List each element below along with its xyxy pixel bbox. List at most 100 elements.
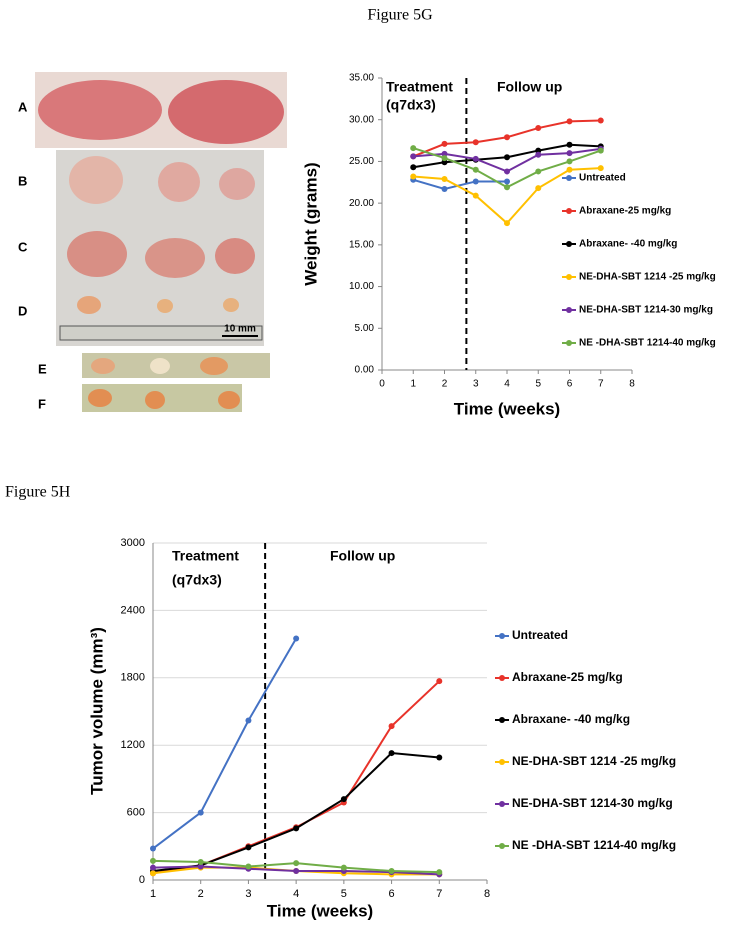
tumor <box>145 391 165 409</box>
data-point <box>197 863 204 870</box>
data-point <box>150 845 156 852</box>
series-line <box>413 167 601 225</box>
tumor <box>91 358 115 374</box>
panel-label: A <box>18 99 28 114</box>
tumor <box>158 162 200 202</box>
annotation: (q7dx3) <box>172 572 222 588</box>
legend-label: Untreated <box>512 628 568 642</box>
x-tick-label: 8 <box>629 379 635 390</box>
series-line <box>412 178 507 190</box>
data-point <box>410 164 417 171</box>
data-point <box>472 178 479 185</box>
data-point <box>566 150 573 157</box>
legend-label: Abraxane-25 mg/kg <box>579 206 671 217</box>
data-point <box>410 153 417 160</box>
data-point <box>472 155 479 162</box>
x-tick-label: 0 <box>379 379 385 390</box>
x-tick-label: 4 <box>293 888 299 900</box>
x-tick-label: 3 <box>245 888 251 900</box>
data-point <box>504 184 510 191</box>
panel-label: C <box>18 239 28 254</box>
legend-label: NE-DHA-SBT 1214-30 mg/kg <box>579 305 713 316</box>
y-axis-label: Tumor volume (mm³) <box>87 627 106 795</box>
data-point <box>597 165 604 172</box>
legend-marker <box>499 759 505 765</box>
data-point <box>340 796 347 803</box>
data-point <box>472 192 479 199</box>
data-point <box>388 750 395 757</box>
data-point <box>340 864 347 871</box>
caption: Figure 5G <box>367 7 433 24</box>
y-tick-label: 2400 <box>121 604 145 616</box>
x-tick-label: 5 <box>535 379 541 390</box>
caption: Figure 5H <box>5 484 71 501</box>
data-point <box>535 125 542 132</box>
tumor <box>145 238 205 278</box>
data-point <box>197 809 204 816</box>
scale-label: 10 mm <box>224 324 256 335</box>
data-point <box>441 185 448 192</box>
x-tick-label: 2 <box>442 379 448 390</box>
tumor <box>150 358 170 374</box>
data-point <box>410 145 417 152</box>
x-axis-label: Time (weeks) <box>454 399 560 418</box>
annotation: Follow up <box>330 548 395 564</box>
series-line <box>152 680 440 875</box>
y-tick-label: 3000 <box>121 537 145 549</box>
annotation: Treatment <box>386 79 453 95</box>
x-tick-label: 6 <box>567 379 573 390</box>
tumor <box>69 156 123 204</box>
tumor <box>168 80 284 144</box>
data-point <box>535 147 542 154</box>
legend-label: Abraxane- -40 mg/kg <box>579 239 677 250</box>
series-line <box>152 637 298 850</box>
data-point <box>441 175 448 182</box>
legend-label: Abraxane-25 mg/kg <box>512 670 623 684</box>
legend-label: NE-DHA-SBT 1214 -25 mg/kg <box>579 272 716 283</box>
x-tick-label: 1 <box>410 379 416 390</box>
tumor <box>88 389 112 407</box>
data-point <box>535 168 542 175</box>
tumor <box>67 231 127 277</box>
legend-marker <box>499 675 505 681</box>
data-point <box>245 863 252 870</box>
y-tick-label: 20.00 <box>349 198 374 209</box>
legend-marker <box>566 274 572 280</box>
data-point <box>436 678 443 685</box>
data-point <box>597 147 604 154</box>
legend-label: NE -DHA-SBT 1214-40 mg/kg <box>579 338 716 349</box>
legend-label: NE-DHA-SBT 1214 -25 mg/kg <box>512 754 676 768</box>
x-tick-label: 7 <box>598 379 604 390</box>
annotation: Treatment <box>172 548 239 564</box>
data-point <box>472 139 479 146</box>
data-point <box>566 158 573 165</box>
data-point <box>441 150 448 157</box>
data-point <box>293 825 300 832</box>
y-tick-label: 35.00 <box>349 73 374 84</box>
data-point <box>441 159 448 166</box>
panel-label: D <box>18 303 27 318</box>
y-tick-label: 15.00 <box>349 239 374 250</box>
x-tick-label: 2 <box>198 888 204 900</box>
legend-label: NE-DHA-SBT 1214-30 mg/kg <box>512 796 673 810</box>
y-tick-label: 0.00 <box>355 365 375 376</box>
tumor <box>77 296 101 314</box>
tumor <box>200 357 228 375</box>
series-line <box>152 752 440 873</box>
legend-marker <box>499 717 505 723</box>
data-point <box>535 151 542 158</box>
legend-marker <box>499 843 505 849</box>
legend-marker <box>566 340 572 346</box>
legend-marker <box>566 208 572 214</box>
y-tick-label: 0 <box>139 874 145 886</box>
x-tick-label: 7 <box>436 888 442 900</box>
legend-label: Untreated <box>579 173 626 184</box>
data-point <box>436 869 443 876</box>
tumor <box>38 80 162 140</box>
data-point <box>504 220 510 227</box>
tumor <box>157 299 173 313</box>
data-point <box>150 857 156 864</box>
ruler <box>59 325 263 341</box>
data-point <box>597 117 604 124</box>
x-tick-label: 1 <box>150 888 156 900</box>
